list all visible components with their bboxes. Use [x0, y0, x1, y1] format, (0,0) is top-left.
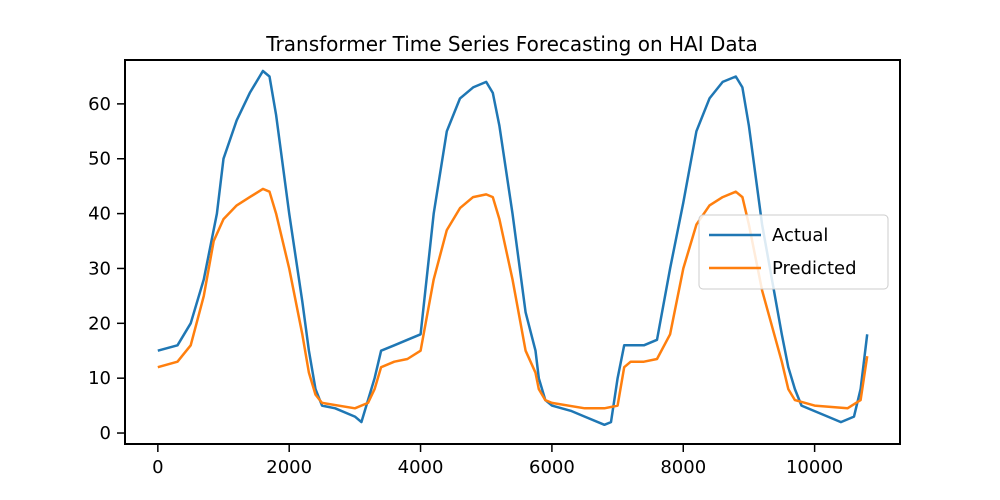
legend-label-predicted: Predicted [772, 258, 857, 279]
x-tick-label: 6000 [529, 457, 575, 478]
series-line-actual [157, 69, 869, 427]
legend: Actual Predicted [698, 214, 889, 290]
series-layer [157, 69, 869, 427]
x-tick-label: 0 [152, 457, 163, 478]
legend-box [698, 214, 889, 290]
legend-label-actual: Actual [772, 225, 828, 246]
y-tick-label: 40 [88, 204, 111, 225]
plot-frame [124, 59, 901, 445]
x-tick-label: 4000 [398, 457, 444, 478]
series-line-predicted [157, 187, 869, 410]
y-axis: 0 10 20 30 40 50 60 [88, 94, 125, 444]
y-tick-label: 60 [88, 94, 111, 115]
y-tick-label: 10 [88, 368, 111, 389]
x-tick-label: 8000 [660, 457, 706, 478]
x-tick-label: 10000 [786, 457, 843, 478]
y-tick-label: 50 [88, 149, 111, 170]
y-tick-label: 20 [88, 313, 111, 334]
y-tick-label: 0 [100, 423, 111, 444]
chart-title: Transformer Time Series Forecasting on H… [265, 32, 757, 56]
x-axis: 0 2000 4000 6000 8000 10000 [152, 444, 843, 478]
x-tick-label: 2000 [266, 457, 312, 478]
y-tick-label: 30 [88, 258, 111, 279]
